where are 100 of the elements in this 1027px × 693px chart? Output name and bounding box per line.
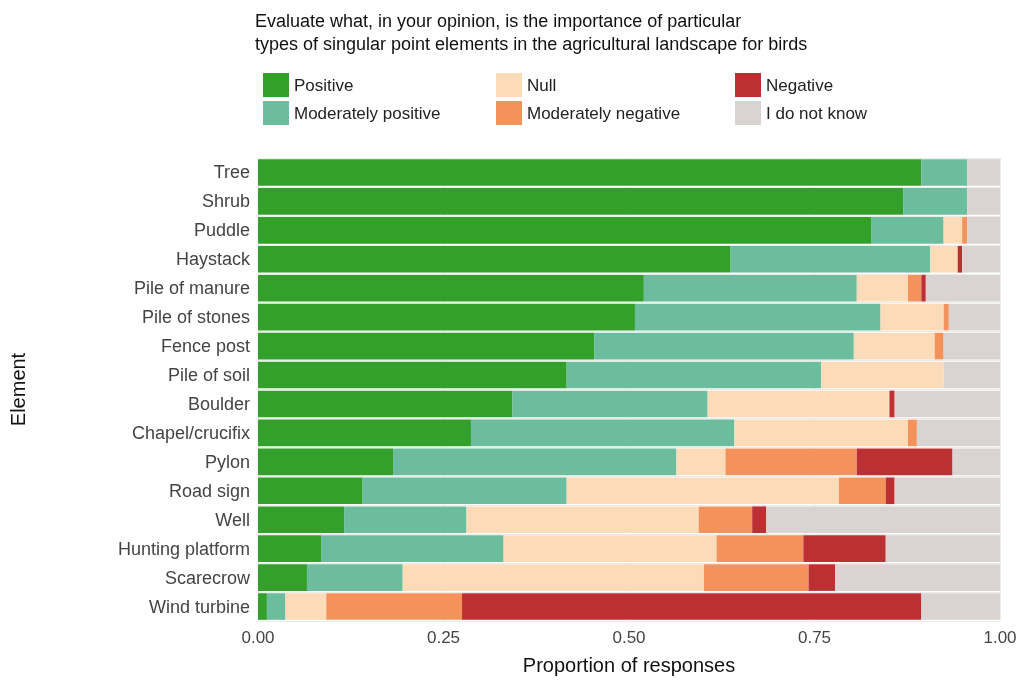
bar: [907, 274, 922, 302]
bar: [885, 535, 1000, 562]
bar: [835, 564, 1000, 591]
bar: [676, 448, 726, 476]
bar: [362, 477, 567, 505]
y-tick-label: Haystack: [175, 249, 251, 270]
bar: [916, 419, 1000, 447]
bar: [734, 419, 908, 447]
bar: [943, 217, 963, 244]
x-tick-label: 0.75: [797, 628, 832, 647]
y-tick-label: Pile of stones: [141, 307, 250, 328]
bar: [258, 477, 363, 505]
bar: [921, 159, 968, 186]
bar: [470, 419, 735, 447]
bar: [566, 477, 839, 505]
bar: [856, 274, 908, 302]
bar: [885, 477, 895, 505]
bar: [967, 217, 1000, 244]
bar: [934, 332, 944, 360]
legend-label: Moderately negative: [527, 103, 681, 123]
bar: [943, 361, 1000, 389]
bar: [698, 506, 753, 534]
bar: [258, 303, 635, 331]
bar: [503, 535, 717, 562]
bar: [462, 593, 922, 620]
bar: [393, 448, 677, 476]
x-tick-label: 0.25: [426, 628, 461, 647]
legend-label: Negative: [766, 75, 834, 95]
y-tick-label: Pile of manure: [133, 278, 250, 299]
bar: [594, 332, 854, 360]
y-tick-label: Boulder: [187, 393, 250, 414]
bar: [716, 535, 804, 562]
bar: [258, 419, 471, 447]
x-tick-label: 0.00: [241, 628, 275, 647]
bar: [967, 159, 1000, 186]
bar: [634, 303, 881, 331]
bar: [402, 564, 704, 591]
x-tick-label: 1.00: [983, 628, 1017, 647]
legend-label: Positive: [294, 75, 354, 95]
y-tick-label: Scarecrow: [164, 567, 251, 588]
y-tick-label: Shrub: [201, 191, 250, 212]
bar: [258, 593, 267, 620]
bar: [752, 506, 767, 534]
legend-label: Moderately positive: [294, 103, 441, 123]
bar: [285, 593, 327, 620]
bar: [853, 332, 935, 360]
bar: [566, 361, 822, 389]
y-tick-label: Puddle: [193, 220, 250, 241]
bar: [258, 188, 904, 215]
bar: [948, 303, 1000, 331]
y-tick-label: Fence post: [160, 336, 250, 357]
bar: [258, 448, 394, 476]
bar: [258, 274, 644, 302]
bar: [821, 361, 944, 389]
bar: [808, 564, 836, 591]
y-tick-label: Pile of soil: [167, 365, 250, 386]
bar: [730, 245, 931, 273]
x-tick-label: 0.50: [612, 628, 646, 647]
y-tick-label: Road sign: [168, 480, 250, 501]
y-tick-label: Pylon: [204, 451, 250, 472]
bar: [266, 593, 286, 620]
bar: [306, 564, 403, 591]
chart-title: Evaluate what, in your opinion, is the importance of particular types of singular point elements in the agricultural landscape for birds: [255, 10, 808, 54]
bar: [903, 188, 968, 215]
y-tick-label: Hunting platform: [117, 538, 250, 559]
bar: [326, 593, 463, 620]
bar: [930, 245, 958, 273]
bar: [962, 217, 968, 244]
bar: [894, 477, 1000, 505]
bar: [957, 245, 963, 273]
bar: [258, 159, 922, 186]
y-tick-label: Tree: [213, 162, 250, 183]
bar: [921, 593, 1000, 620]
legend-label: I do not know: [766, 103, 868, 123]
bar: [838, 477, 886, 505]
bar: [803, 535, 886, 562]
bar: [643, 274, 857, 302]
bar: [703, 564, 809, 591]
bar: [962, 245, 1000, 273]
bar: [921, 274, 926, 302]
bar: [967, 188, 1000, 215]
x-axis-title: Proportion of responses: [522, 654, 736, 676]
bar: [512, 390, 708, 418]
bar: [258, 217, 872, 244]
bar: [258, 390, 513, 418]
bar: [707, 390, 890, 418]
bar: [943, 332, 1000, 360]
bar: [766, 506, 1000, 534]
bar: [925, 274, 1000, 302]
bar: [907, 419, 917, 447]
bar: [258, 535, 322, 562]
bar: [466, 506, 699, 534]
bar: [258, 506, 345, 534]
bar: [894, 390, 1000, 418]
legend-label: Null: [527, 75, 557, 95]
y-axis-title: Element: [7, 352, 29, 427]
bar: [880, 303, 944, 331]
bar: [952, 448, 1000, 476]
bar: [258, 245, 731, 273]
bar: [258, 332, 595, 360]
